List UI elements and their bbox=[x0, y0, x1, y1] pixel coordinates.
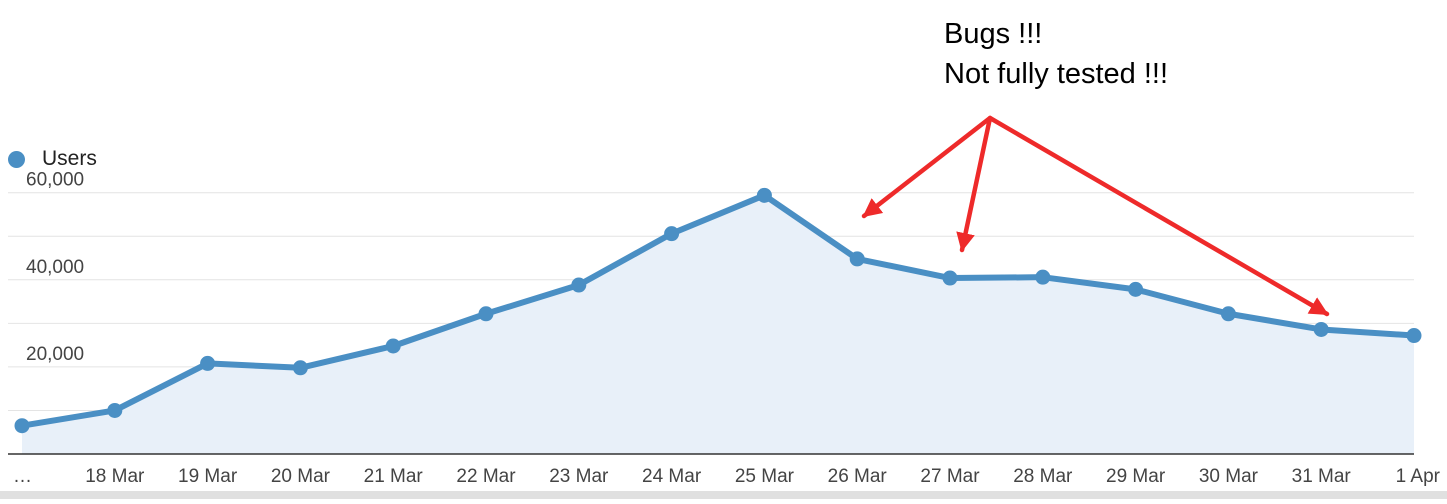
y-tick-label: 20,000 bbox=[26, 344, 84, 365]
bug-annotation: Bugs !!! Not fully tested !!! bbox=[944, 14, 1168, 94]
x-tick-label: 20 Mar bbox=[271, 466, 331, 487]
chart-legend: Users bbox=[8, 147, 97, 171]
data-point bbox=[1406, 328, 1422, 344]
x-tick-label: 29 Mar bbox=[1106, 466, 1166, 487]
x-tick-label: 28 Mar bbox=[1013, 466, 1073, 487]
data-point bbox=[664, 226, 680, 242]
x-tick-label: 23 Mar bbox=[549, 466, 609, 487]
data-point bbox=[1313, 321, 1329, 337]
series-area bbox=[22, 195, 1414, 455]
legend-marker-icon bbox=[8, 150, 25, 168]
bottom-divider bbox=[0, 491, 1447, 499]
data-point bbox=[571, 277, 587, 293]
y-tick-label: 40,000 bbox=[26, 257, 84, 278]
annotation-arrow bbox=[861, 115, 993, 219]
data-points bbox=[14, 187, 1422, 434]
x-tick-label: 22 Mar bbox=[456, 466, 516, 487]
data-point bbox=[1128, 281, 1144, 297]
series-line bbox=[19, 192, 1417, 429]
y-tick-label: 60,000 bbox=[26, 170, 84, 191]
x-tick-label: … bbox=[13, 466, 32, 487]
legend-label: Users bbox=[42, 147, 97, 170]
data-point bbox=[942, 270, 958, 286]
x-tick-label: 26 Mar bbox=[828, 466, 888, 487]
data-point bbox=[1220, 306, 1236, 322]
x-tick-label: 30 Mar bbox=[1199, 466, 1259, 487]
x-tick-label: 21 Mar bbox=[364, 466, 424, 487]
data-point bbox=[849, 251, 865, 267]
area-fill bbox=[22, 195, 1414, 455]
data-point bbox=[478, 306, 494, 322]
annotation-arrow bbox=[987, 115, 1330, 317]
data-point bbox=[756, 187, 772, 203]
data-point bbox=[1035, 269, 1051, 285]
data-point bbox=[385, 338, 401, 354]
data-point bbox=[292, 360, 308, 376]
data-point bbox=[14, 418, 30, 434]
x-tick-label: 19 Mar bbox=[178, 466, 238, 487]
annotation-line-1: Bugs !!! bbox=[944, 18, 1043, 50]
x-tick-label: 18 Mar bbox=[85, 466, 145, 487]
x-tick-label: 24 Mar bbox=[642, 466, 702, 487]
x-axis-ticks: … 18 Mar 19 Mar 20 Mar 21 Mar 22 Mar 23 Mar 24 … bbox=[13, 466, 1441, 487]
x-tick-label: 25 Mar bbox=[735, 466, 795, 487]
data-point bbox=[107, 402, 123, 418]
y-axis-ticks: 20,000 40,000 60,000 bbox=[26, 170, 84, 365]
annotation-arrows bbox=[861, 115, 1330, 317]
annotation-arrow bbox=[956, 115, 993, 253]
series-line-users bbox=[19, 192, 1417, 429]
annotation-line-2: Not fully tested !!! bbox=[944, 58, 1169, 90]
x-tick-label: 31 Mar bbox=[1292, 466, 1352, 487]
data-point bbox=[200, 355, 216, 371]
x-tick-label: 27 Mar bbox=[920, 466, 980, 487]
x-tick-label: 1 Apr bbox=[1396, 466, 1441, 487]
